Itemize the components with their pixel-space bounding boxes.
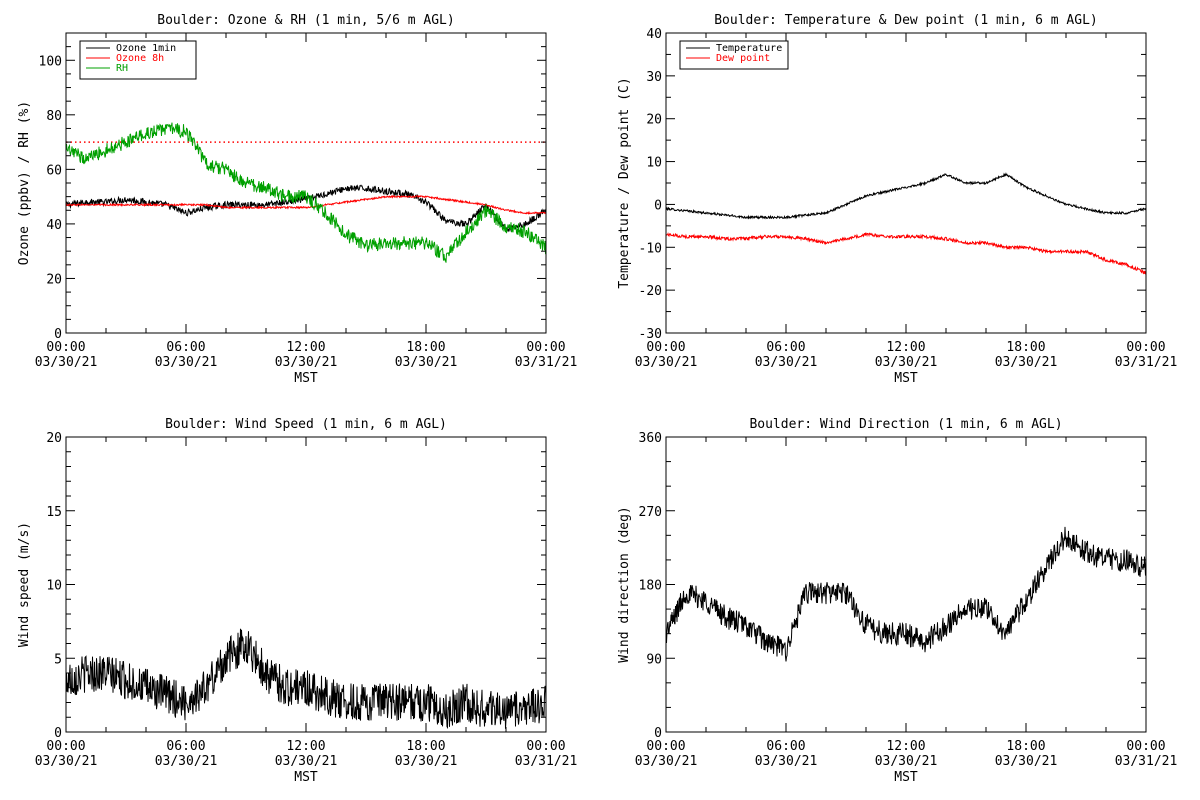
y-tick-label: 100 <box>39 54 62 69</box>
x-tick-label-time: 00:00 <box>646 340 685 355</box>
x-tick-label-time: 00:00 <box>1126 739 1165 754</box>
x-tick-label-time: 00:00 <box>526 340 565 355</box>
panel-wind-speed: Boulder: Wind Speed (1 min, 6 m AGL) 0 5 10… <box>17 417 577 785</box>
chart-title: Boulder: Ozone & RH (1 min, 5/6 m AGL) <box>157 13 454 28</box>
x-tick-label-date: 03/30/21 <box>635 355 698 370</box>
x-tick-label-date: 03/30/21 <box>755 754 818 769</box>
panel-ozone-rh: Boulder: Ozone & RH (1 min, 5/6 m AGL) 0 2… <box>17 13 577 386</box>
y-tick-label: -10 <box>639 241 662 256</box>
x-tick-label-date: 03/31/21 <box>515 754 578 769</box>
x-tick-label-time: 06:00 <box>766 340 805 355</box>
x-axis-label: MST <box>894 371 918 386</box>
legend-entry: RH <box>116 63 128 74</box>
x-tick-label-time: 12:00 <box>286 739 325 754</box>
series-line-data <box>665 526 1147 662</box>
y-tick-label: 360 <box>639 431 662 446</box>
x-tick-label-time: 18:00 <box>1006 739 1045 754</box>
series-line-rh <box>65 122 547 263</box>
x-tick-label-date: 03/30/21 <box>875 355 938 370</box>
x-tick-label-date: 03/30/21 <box>155 355 218 370</box>
legend-entry: Ozone 1min <box>116 43 176 54</box>
panel-temperature-dewpoint: Boulder: Temperature & Dew point (1 min,… <box>617 13 1177 386</box>
x-tick-label-time: 00:00 <box>46 340 85 355</box>
x-tick-label-time: 18:00 <box>406 340 445 355</box>
y-tick-label: 0 <box>654 198 662 213</box>
plot-frame <box>665 32 1147 334</box>
y-tick-label: 60 <box>46 163 62 178</box>
chart-title: Boulder: Wind Speed (1 min, 6 m AGL) <box>165 417 447 432</box>
y-tick-label: 0 <box>54 327 62 342</box>
y-tick-label: -30 <box>639 327 662 342</box>
x-tick-label-date: 03/30/21 <box>155 754 218 769</box>
y-tick-label: 5 <box>54 652 62 667</box>
y-axis-label: Wind speed (m/s) <box>17 522 32 647</box>
x-axis-label: MST <box>894 770 918 785</box>
x-tick-label-time: 06:00 <box>766 739 805 754</box>
y-tick-label: 40 <box>646 27 662 42</box>
y-tick-label: -20 <box>639 284 662 299</box>
x-tick-label-date: 03/30/21 <box>395 355 458 370</box>
x-tick-label-date: 03/31/21 <box>1115 355 1178 370</box>
x-tick-label-date: 03/30/21 <box>995 355 1058 370</box>
x-tick-label-time: 18:00 <box>406 739 445 754</box>
x-tick-label-time: 06:00 <box>166 340 205 355</box>
x-tick-label-date: 03/30/21 <box>755 355 818 370</box>
x-tick-label-date: 03/30/21 <box>395 754 458 769</box>
panel-wind-direction: Boulder: Wind Direction (1 min, 6 m AGL)… <box>617 417 1177 785</box>
chart-title: Boulder: Temperature & Dew point (1 min,… <box>714 13 1098 28</box>
y-axis-label: Wind direction (deg) <box>617 506 632 663</box>
x-tick-label-date: 03/31/21 <box>1115 754 1178 769</box>
x-tick-label-time: 18:00 <box>1006 340 1045 355</box>
x-tick-label-time: 12:00 <box>286 340 325 355</box>
x-axis-label: MST <box>294 770 318 785</box>
y-tick-label: 0 <box>654 726 662 741</box>
series-line-dew-point <box>665 231 1147 275</box>
legend-entry: Temperature <box>716 43 782 54</box>
y-tick-label: 270 <box>639 505 662 520</box>
x-tick-label-date: 03/30/21 <box>995 754 1058 769</box>
series-line-data <box>65 628 547 730</box>
series-line-temperature <box>665 172 1147 220</box>
x-axis-label: MST <box>294 371 318 386</box>
y-tick-label: 30 <box>646 70 662 85</box>
x-tick-label-time: 12:00 <box>886 739 925 754</box>
y-tick-label: 0 <box>54 726 62 741</box>
x-tick-label-time: 00:00 <box>526 739 565 754</box>
y-tick-label: 10 <box>646 156 662 171</box>
legend-box <box>79 40 197 80</box>
x-tick-label-time: 00:00 <box>1126 340 1165 355</box>
x-tick-label-date: 03/30/21 <box>635 754 698 769</box>
x-tick-label-time: 00:00 <box>646 739 685 754</box>
x-tick-label-date: 03/31/21 <box>515 355 578 370</box>
y-tick-label: 20 <box>46 272 62 287</box>
y-tick-label: 20 <box>46 431 62 446</box>
y-tick-label: 90 <box>646 652 662 667</box>
plot-frame <box>665 436 1147 733</box>
legend-entry: Ozone 8h <box>116 53 164 64</box>
y-tick-label: 15 <box>46 505 62 520</box>
x-tick-label-date: 03/30/21 <box>275 754 338 769</box>
series-line-ozone-8h <box>65 194 547 215</box>
x-tick-label-date: 03/30/21 <box>275 355 338 370</box>
chart-title: Boulder: Wind Direction (1 min, 6 m AGL) <box>749 417 1062 432</box>
y-axis-label: Ozone (ppbv) / RH (%) <box>17 101 32 265</box>
y-tick-label: 10 <box>46 579 62 594</box>
y-tick-label: 40 <box>46 218 62 233</box>
y-axis-label: Temperature / Dew point (C) <box>617 77 632 288</box>
y-tick-label: 80 <box>46 109 62 124</box>
y-tick-label: 180 <box>639 579 662 594</box>
legend-entry: Dew point <box>716 53 770 64</box>
x-tick-label-time: 00:00 <box>46 739 85 754</box>
x-tick-label-time: 06:00 <box>166 739 205 754</box>
x-tick-label-date: 03/30/21 <box>35 355 98 370</box>
x-tick-label-time: 12:00 <box>886 340 925 355</box>
y-tick-label: 20 <box>646 113 662 128</box>
x-tick-label-date: 03/30/21 <box>875 754 938 769</box>
legend-box <box>679 40 789 70</box>
x-tick-label-date: 03/30/21 <box>35 754 98 769</box>
